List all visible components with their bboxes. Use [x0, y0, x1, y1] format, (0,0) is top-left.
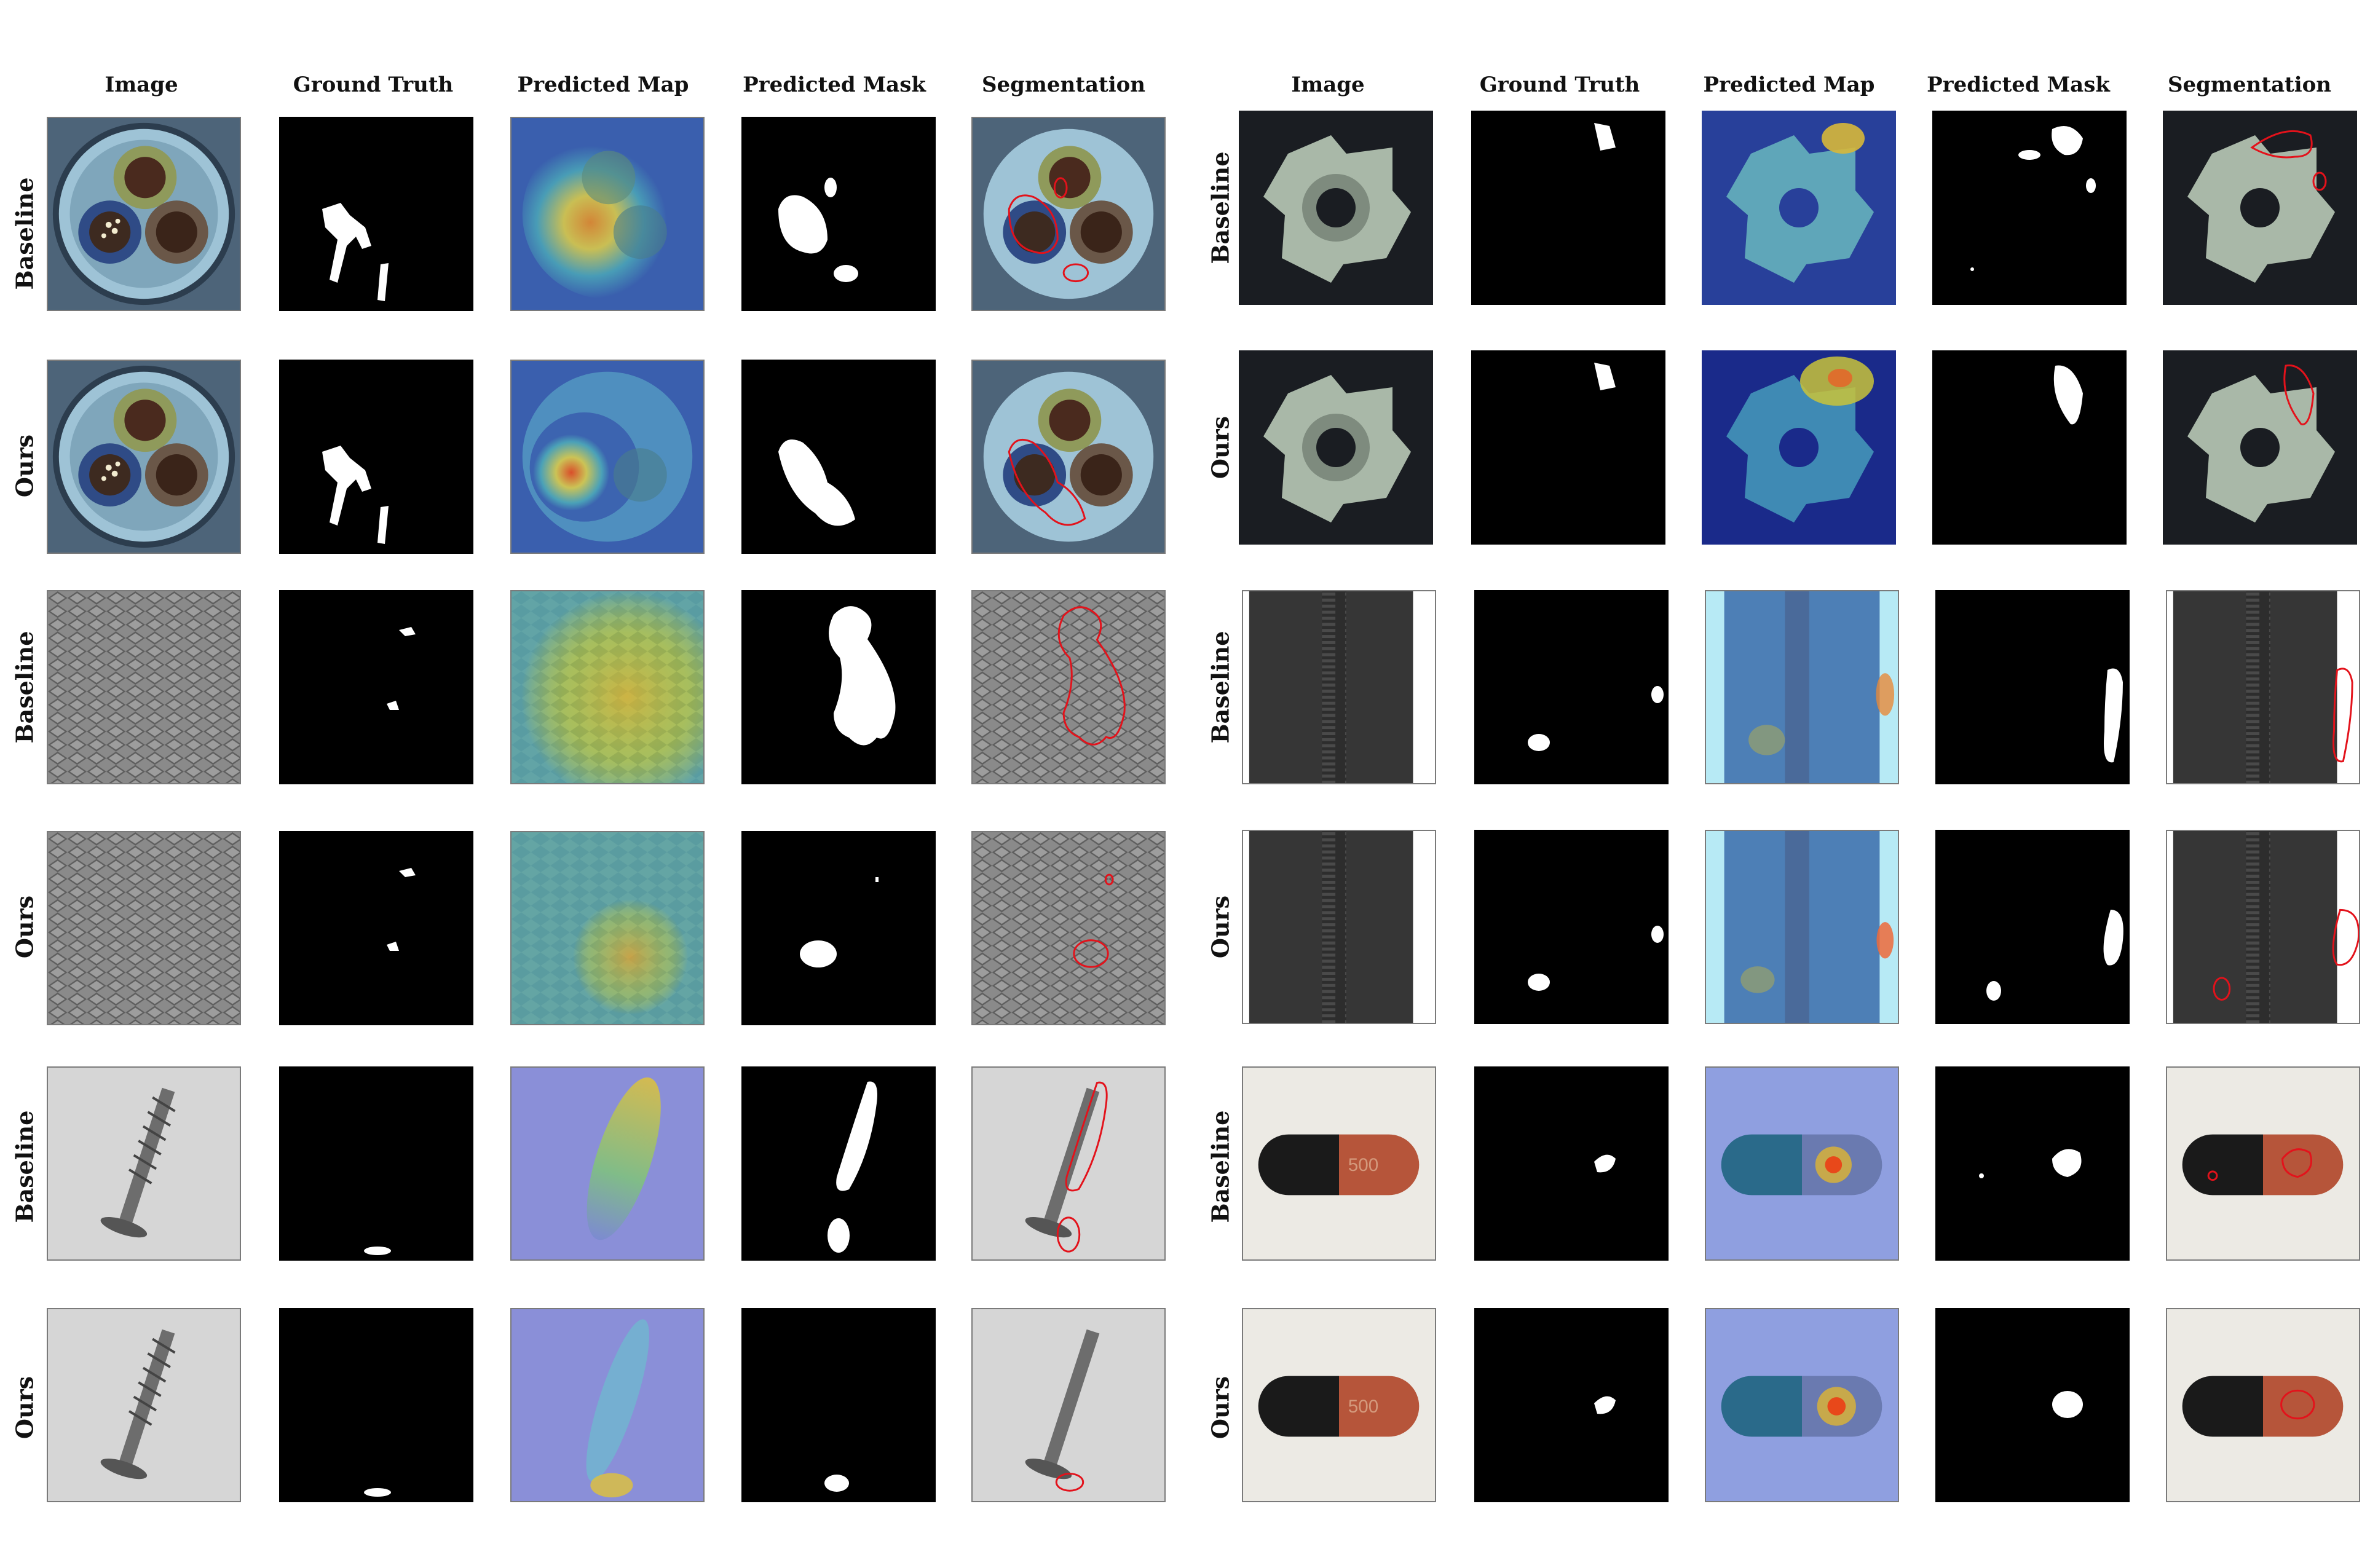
- zipper-ours-predicted-mask: [1935, 830, 2130, 1024]
- capsule-ours-segmentation: [2166, 1308, 2360, 1502]
- zipper-ours-ground-truth: [1474, 830, 1669, 1024]
- grid-ours-ground-truth: [279, 831, 473, 1025]
- cable-ours-image: [47, 360, 241, 554]
- capsule-ours-image: 500: [1242, 1308, 1436, 1502]
- col-header-segmentation-left: Segmentation: [981, 73, 1146, 97]
- row-label-baseline-nut: Baseline: [1206, 151, 1234, 264]
- zipper-baseline-predicted-map: [1705, 590, 1899, 784]
- nut-baseline-segmentation: [2163, 111, 2357, 305]
- nut-ours-segmentation: [2163, 350, 2357, 545]
- screw-baseline-image: [47, 1066, 241, 1261]
- screw-ours-ground-truth: [279, 1308, 473, 1502]
- row-label-baseline-zipper: Baseline: [1206, 631, 1234, 744]
- nut-baseline-image: [1239, 111, 1433, 305]
- cable-ours-segmentation: [971, 360, 1166, 554]
- row-label-ours-cable: Ours: [10, 434, 39, 498]
- row-label-ours-zipper: Ours: [1206, 895, 1234, 959]
- grid-baseline-predicted-map: [510, 590, 705, 784]
- cable-ours-ground-truth: [279, 360, 473, 554]
- grid-baseline-predicted-mask: [741, 590, 936, 784]
- grid-baseline-image: [47, 590, 241, 784]
- col-header-ground-truth-left: Ground Truth: [293, 73, 454, 97]
- cable-baseline-predicted-mask: [741, 117, 936, 311]
- grid-ours-segmentation: [971, 831, 1166, 1025]
- cable-baseline-image: [47, 117, 241, 311]
- col-header-predicted-map-left: Predicted Map: [517, 73, 689, 97]
- cable-baseline-ground-truth: [279, 117, 473, 311]
- grid-baseline-ground-truth: [279, 590, 473, 784]
- grid-ours-predicted-mask: [741, 831, 936, 1025]
- nut-ours-image: [1239, 350, 1433, 545]
- screw-baseline-segmentation: [971, 1066, 1166, 1261]
- col-header-segmentation-right: Segmentation: [2167, 73, 2332, 97]
- capsule-baseline-segmentation: [2166, 1066, 2360, 1261]
- cable-baseline-segmentation: [971, 117, 1166, 311]
- row-label-ours-grid: Ours: [10, 895, 39, 959]
- cable-baseline-predicted-map: [510, 117, 705, 311]
- screw-ours-predicted-mask: [741, 1308, 936, 1502]
- zipper-ours-predicted-map: [1705, 830, 1899, 1024]
- zipper-baseline-predicted-mask: [1935, 590, 2130, 784]
- grid-baseline-segmentation: [971, 590, 1166, 784]
- screw-ours-segmentation: [971, 1308, 1166, 1502]
- capsule-baseline-image: 500: [1242, 1066, 1436, 1261]
- capsule-ours-predicted-mask: [1935, 1308, 2130, 1502]
- row-label-ours-nut: Ours: [1206, 416, 1234, 479]
- row-label-ours-screw: Ours: [10, 1376, 39, 1440]
- col-header-predicted-mask-right: Predicted Mask: [1927, 73, 2110, 97]
- nut-ours-ground-truth: [1471, 350, 1665, 545]
- screw-ours-image: [47, 1308, 241, 1502]
- col-header-ground-truth-right: Ground Truth: [1479, 73, 1640, 97]
- row-label-baseline-grid: Baseline: [10, 631, 39, 744]
- zipper-baseline-segmentation: [2166, 590, 2360, 784]
- zipper-baseline-image: [1242, 590, 1436, 784]
- row-label-ours-capsule: Ours: [1206, 1376, 1234, 1440]
- svg-text:500: 500: [1348, 1397, 1378, 1417]
- row-label-baseline-cable: Baseline: [10, 177, 39, 290]
- col-header-image-right: Image: [1291, 73, 1365, 97]
- grid-ours-predicted-map: [510, 831, 705, 1025]
- capsule-baseline-ground-truth: [1474, 1066, 1669, 1261]
- zipper-ours-image: [1242, 830, 1436, 1024]
- row-label-baseline-screw: Baseline: [10, 1110, 39, 1223]
- capsule-baseline-predicted-mask: [1935, 1066, 2130, 1261]
- nut-baseline-predicted-mask: [1932, 111, 2127, 305]
- capsule-baseline-predicted-map: [1705, 1066, 1899, 1261]
- screw-baseline-predicted-map: [510, 1066, 705, 1261]
- grid-ours-image: [47, 831, 241, 1025]
- screw-baseline-predicted-mask: [741, 1066, 936, 1261]
- screw-baseline-ground-truth: [279, 1066, 473, 1261]
- row-label-baseline-capsule: Baseline: [1206, 1110, 1234, 1223]
- col-header-image-left: Image: [105, 73, 178, 97]
- capsule-ours-ground-truth: [1474, 1308, 1669, 1502]
- screw-ours-predicted-map: [510, 1308, 705, 1502]
- col-header-predicted-map-right: Predicted Map: [1703, 73, 1875, 97]
- zipper-ours-segmentation: [2166, 830, 2360, 1024]
- zipper-baseline-ground-truth: [1474, 590, 1669, 784]
- nut-baseline-ground-truth: [1471, 111, 1665, 305]
- cable-ours-predicted-mask: [741, 360, 936, 554]
- nut-ours-predicted-map: [1702, 350, 1896, 545]
- cable-ours-predicted-map: [510, 360, 705, 554]
- col-header-predicted-mask-left: Predicted Mask: [743, 73, 926, 97]
- nut-baseline-predicted-map: [1702, 111, 1896, 305]
- nut-ours-predicted-mask: [1932, 350, 2127, 545]
- svg-text:500: 500: [1348, 1155, 1378, 1175]
- capsule-ours-predicted-map: [1705, 1308, 1899, 1502]
